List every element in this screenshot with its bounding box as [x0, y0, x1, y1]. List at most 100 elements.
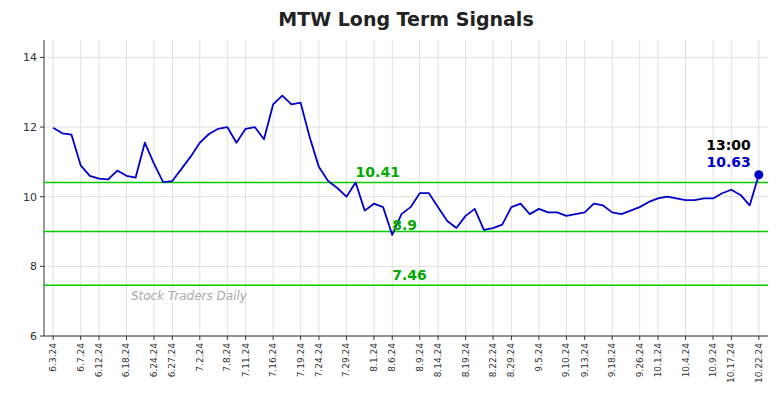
annotation: 10.41 — [356, 164, 400, 180]
x-tick — [126, 336, 127, 340]
x-tick-label: 7.29.24 — [341, 343, 351, 378]
x-tick — [685, 336, 686, 340]
x-grid-line — [126, 40, 127, 336]
x-tick — [373, 336, 374, 340]
x-tick-label: 7.19.24 — [296, 343, 306, 378]
x-grid-line — [511, 40, 512, 336]
grid — [44, 40, 768, 336]
annotation: 13:00 — [706, 137, 751, 153]
x-grid-line — [493, 40, 494, 336]
x-tick-label: 9.5.24 — [534, 343, 544, 372]
signal-line — [44, 284, 768, 286]
x-tick — [713, 336, 714, 340]
x-grid-line — [612, 40, 613, 336]
x-grid-line — [566, 40, 567, 336]
y-grid-line — [44, 336, 768, 337]
annotation: 10.63 — [707, 154, 751, 170]
x-tick — [53, 336, 54, 340]
y-tick-label: 6 — [30, 330, 37, 343]
x-tick — [612, 336, 613, 340]
x-grid-line — [373, 40, 374, 336]
y-tick — [40, 196, 44, 197]
y-tick-label: 10 — [23, 191, 37, 204]
x-tick — [172, 336, 173, 340]
watermark: Stock Traders Daily — [131, 289, 248, 303]
x-tick — [758, 336, 759, 340]
x-grid-line — [465, 40, 466, 336]
x-grid-line — [713, 40, 714, 336]
x-tick-label: 6.12.24 — [94, 343, 104, 378]
x-tick — [80, 336, 81, 340]
y-grid-line — [44, 127, 768, 128]
x-tick — [153, 336, 154, 340]
x-tick — [227, 336, 228, 340]
annotation: 8.9 — [392, 217, 417, 233]
x-tick-label: 8.6.24 — [387, 343, 397, 372]
y-axis-line — [44, 40, 45, 336]
x-tick-label: 6.27.24 — [167, 343, 177, 378]
x-tick-label: 7.8.24 — [222, 343, 232, 372]
chart: Stock Traders Daily681012146.3.246.7.246… — [0, 0, 784, 398]
y-grid-line — [44, 57, 768, 58]
x-tick — [273, 336, 274, 340]
x-grid-line — [538, 40, 539, 336]
x-tick — [346, 336, 347, 340]
x-tick-label: 10.17.24 — [726, 343, 736, 383]
x-tick-label: 6.7.24 — [76, 343, 86, 372]
x-tick — [465, 336, 466, 340]
x-tick-label: 7.16.24 — [268, 343, 278, 378]
x-axis-line — [44, 336, 768, 337]
x-grid-line — [300, 40, 301, 336]
x-tick-label: 8.9.24 — [415, 343, 425, 372]
x-tick — [318, 336, 319, 340]
x-grid-line — [419, 40, 420, 336]
x-tick-label: 9.13.24 — [580, 343, 590, 378]
x-tick-label: 8.19.24 — [461, 343, 471, 378]
x-tick-label: 6.24.24 — [149, 343, 159, 378]
x-grid-line — [318, 40, 319, 336]
title: MTW Long Term Signals — [278, 8, 533, 30]
x-tick-label: 10.22.24 — [754, 343, 764, 383]
x-grid-line — [584, 40, 585, 336]
price-line — [53, 96, 759, 235]
y-tick-label: 8 — [30, 260, 37, 273]
plot-area — [44, 96, 768, 285]
y-tick — [40, 336, 44, 337]
x-tick-label: 10.4.24 — [681, 343, 691, 378]
x-tick — [438, 336, 439, 340]
x-tick-label: 7.2.24 — [195, 343, 205, 372]
y-tick-label: 12 — [23, 121, 37, 134]
x-grid-line — [731, 40, 732, 336]
x-tick — [584, 336, 585, 340]
x-tick — [245, 336, 246, 340]
y-tick — [40, 266, 44, 267]
x-tick — [639, 336, 640, 340]
x-tick-label: 10.1.24 — [653, 343, 663, 378]
x-tick-label: 6.3.24 — [48, 343, 58, 372]
x-tick-label: 8.29.24 — [506, 343, 516, 378]
x-grid-line — [438, 40, 439, 336]
x-tick — [300, 336, 301, 340]
x-tick-label: 9.10.24 — [561, 343, 571, 378]
x-grid-line — [658, 40, 659, 336]
annotation: 7.46 — [392, 267, 427, 283]
x-grid-line — [685, 40, 686, 336]
y-grid-line — [44, 196, 768, 197]
x-tick-label: 6.18.24 — [121, 343, 131, 378]
x-grid-line — [273, 40, 274, 336]
x-tick — [493, 336, 494, 340]
y-tick — [40, 57, 44, 58]
axes: 681012146.3.246.7.246.12.246.18.246.24.2… — [23, 40, 768, 383]
x-grid-line — [392, 40, 393, 336]
y-tick — [40, 127, 44, 128]
x-tick-label: 9.18.24 — [607, 343, 617, 378]
last-point — [754, 170, 763, 179]
x-grid-line — [98, 40, 99, 336]
x-tick-label: 7.24.24 — [314, 343, 324, 378]
x-tick-label: 8.1.24 — [369, 343, 379, 372]
x-grid-line — [639, 40, 640, 336]
x-tick-label: 8.14.24 — [433, 343, 443, 378]
x-grid-line — [80, 40, 81, 336]
x-tick — [538, 336, 539, 340]
x-tick — [392, 336, 393, 340]
